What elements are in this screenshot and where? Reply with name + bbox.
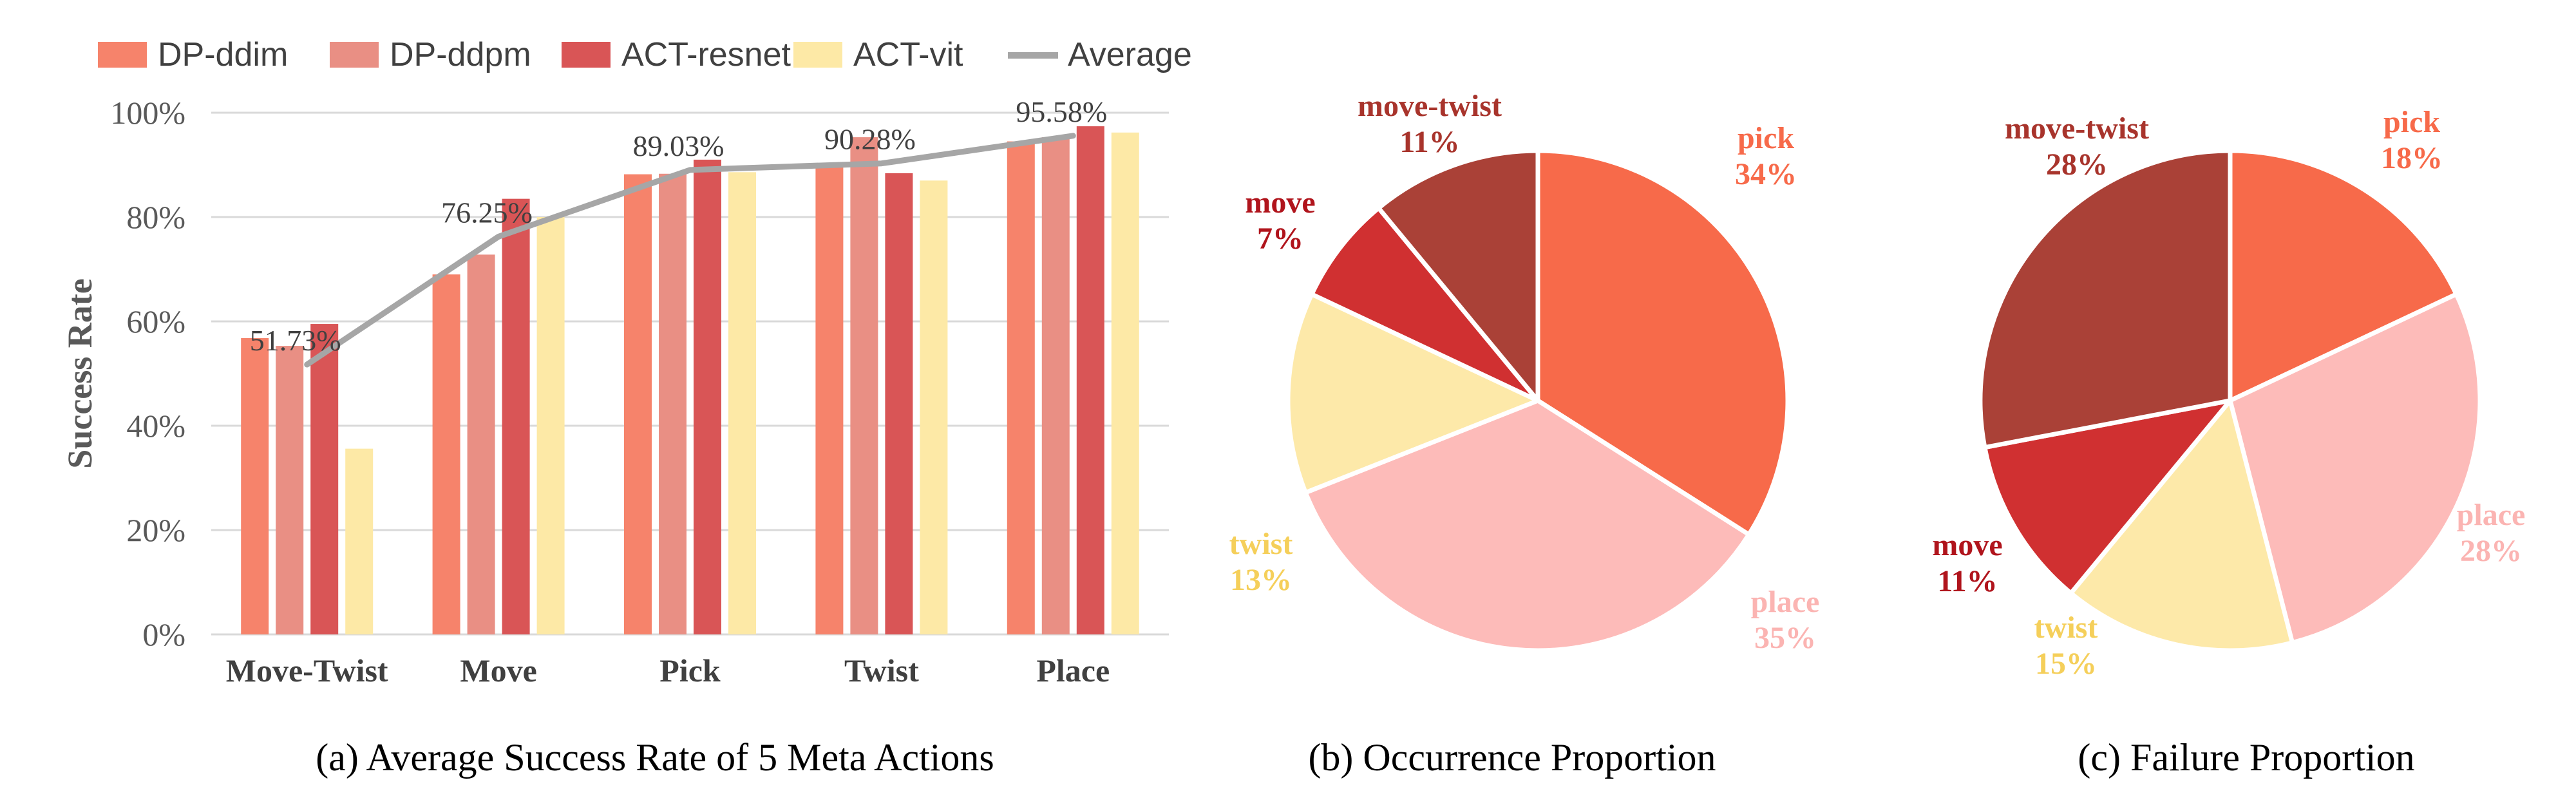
pie-label-percent: 11%	[1937, 564, 1997, 598]
pie-label-percent: 34%	[1735, 157, 1797, 191]
legend-label: DP-ddim	[158, 36, 288, 73]
bar-dp-ddpm	[467, 254, 495, 634]
average-data-label: 76.25%	[441, 196, 533, 229]
average-line: 51.73% 76.25% 89.03% 90.28% 95.58%	[250, 95, 1107, 368]
pie-label-name: move	[1932, 528, 2002, 562]
legend-swatch	[562, 42, 611, 68]
bar-dp-ddpm	[1041, 137, 1070, 634]
y-tick-label: 60%	[126, 303, 185, 339]
pie-label-percent: 13%	[1230, 563, 1292, 597]
bar-dp-ddim	[241, 337, 269, 634]
bar-act-resnet	[694, 159, 721, 634]
pie-slice-move-twist	[1376, 148, 1540, 403]
bar-dp-ddim	[815, 165, 844, 634]
bar-dp-ddim	[1007, 141, 1035, 635]
y-tick-label: 20%	[126, 512, 185, 548]
pie-label-name: twist	[2034, 611, 2098, 645]
x-tick-label: Move-Twist	[226, 652, 388, 689]
bar-act-vit	[345, 448, 374, 634]
legend-swatch	[793, 42, 842, 68]
average-series-line	[304, 133, 1076, 368]
average-data-label: 89.03%	[633, 129, 724, 162]
legend-label: DP-ddpm	[390, 36, 531, 73]
failure-pie	[1978, 148, 2483, 653]
bar-act-resnet	[502, 198, 530, 634]
pie-label-percent: 7%	[1257, 222, 1303, 256]
pie-label-name: pick	[2383, 105, 2440, 139]
failure-pie-labels: pick18%place28%twist15%move11%move-twist…	[1932, 105, 2525, 681]
pie-slice-place	[1303, 398, 1752, 653]
y-tick-label: 0%	[142, 616, 185, 652]
pie-label-percent: 28%	[2460, 534, 2522, 568]
bar-dp-ddim	[624, 174, 652, 635]
average-data-label: 51.73%	[250, 324, 341, 357]
bar-act-vit	[920, 180, 948, 634]
pie-slice-move-twist	[1978, 148, 2233, 450]
pie-label-percent: 35%	[1754, 621, 1816, 655]
y-tick-label: 80%	[126, 199, 185, 235]
pie-label-percent: 11%	[1399, 125, 1459, 159]
y-tick-label: 100%	[110, 95, 185, 131]
bar-act-resnet	[885, 173, 913, 635]
pie-slice-place	[2228, 292, 2483, 645]
pie-label-name: move-twist	[2005, 111, 2149, 146]
pie-label-name: move-twist	[1358, 89, 1502, 123]
bar-act-resnet	[310, 324, 339, 634]
bar-dp-ddpm	[850, 137, 878, 634]
pie-label-name: move	[1245, 185, 1315, 220]
bar-chart-title: (a) Average Success Rate of 5 Meta Actio…	[316, 736, 994, 779]
bar-act-vit	[536, 217, 565, 634]
x-tick-label: Place	[1036, 652, 1110, 689]
pie-slice-move	[1982, 398, 2233, 596]
pie-slice-pick	[2228, 148, 2459, 403]
x-tick-label: Twist	[844, 652, 919, 689]
bar-act-resnet	[1076, 126, 1104, 634]
y-axis-label: Success Rate	[61, 278, 99, 468]
pie-slice-move	[1309, 205, 1540, 403]
pie-label-name: twist	[1229, 527, 1293, 561]
legend-label: Average	[1068, 36, 1192, 73]
legend-swatch	[330, 42, 379, 68]
x-category-labels: Move-Twist Move Pick Twist Place	[226, 652, 1110, 689]
x-tick-label: Move	[460, 652, 536, 689]
bar-chart-legend: DP-ddim DP-ddpm ACT-resnet ACT-vit Average	[98, 36, 1192, 73]
pie-label-name: pick	[1738, 121, 1794, 155]
occurrence-pie-title: (b) Occurrence Proportion	[1308, 736, 1716, 779]
pie-label-percent: 15%	[2035, 647, 2097, 681]
y-tick-labels: 0% 20% 40% 60% 80% 100%	[110, 95, 185, 652]
bar-dp-ddpm	[659, 173, 687, 634]
pie-label-percent: 28%	[2046, 147, 2108, 182]
pie-label-name: place	[1751, 585, 1820, 619]
pie-slice-twist	[2069, 398, 2295, 653]
x-tick-label: Pick	[659, 652, 721, 689]
average-data-label: 90.28%	[824, 123, 916, 156]
bar-act-vit	[1111, 132, 1139, 634]
bar-dp-ddpm	[276, 346, 304, 634]
failure-pie-title: (c) Failure Proportion	[2078, 736, 2414, 779]
legend-label: ACT-resnet	[621, 36, 791, 73]
average-data-label: 95.58%	[1016, 95, 1107, 128]
pie-label-percent: 18%	[2381, 141, 2443, 175]
y-tick-label: 40%	[126, 408, 185, 444]
bar-dp-ddim	[432, 274, 460, 635]
legend-swatch	[98, 42, 147, 68]
bar-act-vit	[728, 172, 756, 635]
pie-label-name: place	[2457, 498, 2526, 532]
bar-chart-panel: DP-ddim DP-ddpm ACT-resnet ACT-vit Average 0…	[61, 36, 1192, 779]
failure-pie-panel: pick18%place28%twist15%move11%move-twist…	[1932, 105, 2525, 779]
occurrence-pie	[1285, 148, 1790, 653]
legend-label: ACT-vit	[853, 36, 963, 73]
pie-slice-twist	[1285, 292, 1540, 495]
bars	[241, 126, 1139, 635]
